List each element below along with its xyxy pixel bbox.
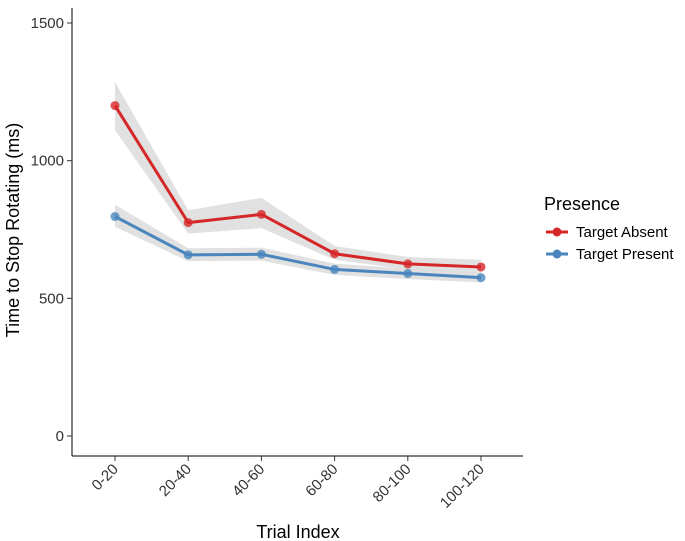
data-point-target-absent [256,209,266,219]
y-tick-label: 1000 [31,153,64,170]
data-point-target-absent [330,249,340,259]
axes: 0 500 1000 1500 0-20 20-40 40-60 60-80 80-100 100… [31,8,523,512]
legend: Presence Target Absent Target Present [544,194,674,263]
legend-label-target-present: Target Present [576,246,674,263]
data-point-target-present [183,250,193,260]
series-line-target-absent [113,104,482,269]
ci-ribbon-target-absent [115,82,481,274]
data-point-target-present [476,273,486,283]
x-axis-title: Trial Index [256,522,339,541]
data-point-target-present [256,249,266,259]
legend-label-target-absent: Target Absent [576,224,669,241]
data-point-target-absent [476,262,486,272]
x-tick-label: 100-120 [437,461,488,512]
legend-title: Presence [544,194,620,214]
legend-items: Target Absent Target Present [546,224,674,263]
y-tick-label: 500 [39,290,64,307]
data-point-target-absent [183,218,193,228]
data-point-target-present [330,264,340,274]
y-tick-label: 0 [56,428,64,445]
series-lines [113,104,482,280]
x-tick-label: 20-40 [156,461,195,500]
y-axis-title: Time to Stop Rotating (ms) [3,123,23,337]
data-point-target-present [403,269,413,279]
data-point-target-absent [403,259,413,269]
series-points [110,101,486,283]
x-tick-label: 60-80 [302,461,341,500]
x-tick-label: 40-60 [229,461,268,500]
x-tick-label: 80-100 [370,461,415,506]
series-line-target-present [114,215,482,280]
legend-marker-target-absent [552,227,562,237]
legend-marker-target-present [552,249,562,259]
confidence-ribbons [115,82,481,283]
data-point-target-present [110,212,120,222]
x-tick-label: 0-20 [89,461,122,494]
data-point-target-absent [110,101,120,111]
y-tick-label: 1500 [31,15,64,32]
